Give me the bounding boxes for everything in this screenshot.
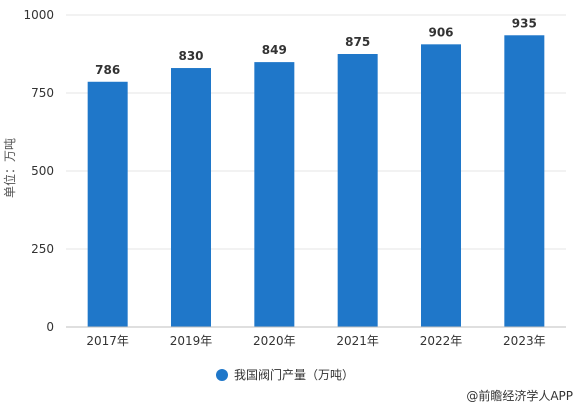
y-axis-ticks: 0 250 500 750 1000	[23, 8, 54, 334]
y-axis-label: 单位：万吨	[2, 138, 17, 198]
y-tick-label: 750	[31, 86, 54, 100]
source-text: @前瞻经济学人APP	[466, 388, 573, 403]
legend-label: 我国阀门产量（万吨）	[234, 367, 354, 382]
y-tick-label: 500	[31, 164, 54, 178]
bar	[87, 81, 128, 327]
x-tick-label: 2023年	[503, 334, 546, 348]
x-tick-label: 2020年	[253, 334, 296, 348]
bar	[421, 44, 461, 327]
bar-value-label: 875	[345, 35, 370, 49]
bar-value-label: 830	[178, 49, 203, 63]
x-axis-ticks: 2017年 2019年 2020年 2021年 2022年 2023年	[86, 334, 545, 348]
bar-value-label: 786	[95, 63, 120, 77]
x-tick-label: 2021年	[336, 334, 379, 348]
y-tick-label: 0	[46, 320, 54, 334]
bar	[337, 54, 378, 327]
bar	[254, 62, 295, 327]
bar-value-label: 849	[262, 43, 287, 57]
x-tick-label: 2019年	[170, 334, 213, 348]
x-tick-label: 2022年	[420, 334, 463, 348]
data-labels: 786 830 849 875 906 935	[95, 16, 537, 76]
x-tick-label: 2017年	[86, 334, 129, 348]
legend: 我国阀门产量（万吨）	[216, 367, 354, 382]
y-tick-label: 1000	[23, 8, 54, 22]
gridlines	[66, 14, 566, 250]
bars	[87, 35, 545, 327]
bar-value-label: 906	[428, 25, 453, 39]
source-credit: @前瞻经济学人APP	[466, 388, 573, 403]
legend-marker	[216, 369, 228, 381]
bar	[171, 68, 211, 327]
bar-value-label: 935	[512, 16, 537, 30]
y-tick-label: 250	[31, 242, 54, 256]
bar	[504, 35, 545, 327]
